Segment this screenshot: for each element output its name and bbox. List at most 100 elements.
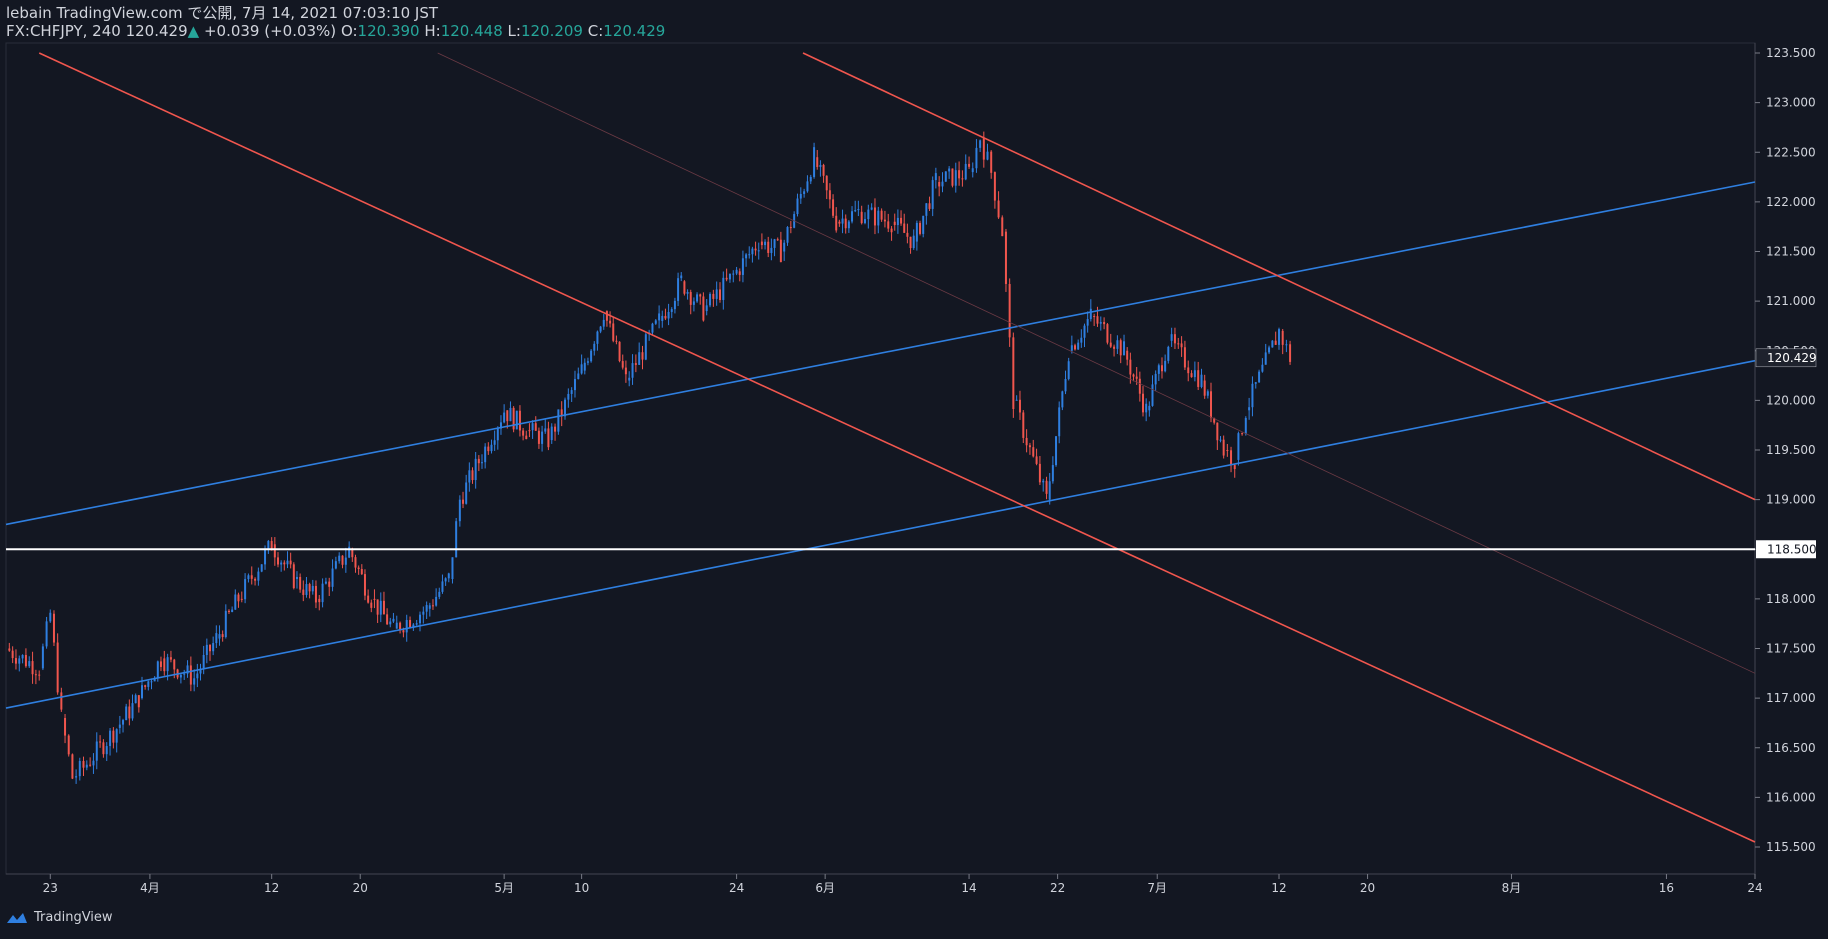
candle-body xyxy=(150,681,153,683)
candle-body xyxy=(854,210,857,212)
candle-body xyxy=(968,163,971,167)
candle-body xyxy=(900,217,903,224)
candle-body xyxy=(144,685,147,687)
y-tick-label: 123.000 xyxy=(1766,96,1816,110)
candle-body xyxy=(78,760,81,777)
candle-body xyxy=(903,223,906,233)
candle-body xyxy=(680,275,683,279)
candle-body xyxy=(105,746,108,755)
candle-body xyxy=(857,208,860,211)
candle-body xyxy=(331,568,334,587)
candle-body xyxy=(770,247,773,253)
candle-body xyxy=(1113,346,1116,349)
candle-body xyxy=(360,569,363,575)
candle-body xyxy=(531,423,534,431)
candle-body xyxy=(173,659,176,670)
candle-body xyxy=(409,619,412,628)
candle-body xyxy=(341,555,344,565)
candle-body xyxy=(838,221,841,224)
candle-body xyxy=(60,692,63,710)
candle-body xyxy=(348,546,351,558)
trendline-3 xyxy=(38,52,1756,843)
candle-body xyxy=(547,428,550,448)
candle-body xyxy=(982,137,985,160)
candle-body xyxy=(931,180,934,209)
candle-body xyxy=(218,634,221,639)
candle-body xyxy=(128,706,131,719)
candle-body xyxy=(166,657,169,672)
candle-body xyxy=(462,499,465,504)
candle-body xyxy=(590,350,593,362)
x-tick-label: 20 xyxy=(1360,881,1375,895)
candle-body xyxy=(234,594,237,610)
candle-body xyxy=(321,583,324,603)
candle-body xyxy=(1138,378,1141,394)
candle-body xyxy=(667,311,670,319)
candle-body xyxy=(373,598,376,600)
candle-body xyxy=(1190,373,1193,378)
candle-body xyxy=(715,289,718,299)
candle-body xyxy=(1135,376,1138,379)
candle-body xyxy=(367,595,370,603)
candle-body xyxy=(809,176,812,182)
candle-body xyxy=(474,458,477,481)
candle-body xyxy=(1258,371,1261,383)
candle-body xyxy=(308,584,311,592)
candle-body xyxy=(909,236,912,249)
candle-body xyxy=(641,352,644,360)
candle-body xyxy=(702,296,705,321)
candle-body xyxy=(31,661,34,675)
candle-body xyxy=(1058,407,1061,437)
tradingview-logo-icon[interactable] xyxy=(6,911,28,925)
candle-body xyxy=(140,685,143,699)
candle-body xyxy=(199,668,202,674)
candle-body xyxy=(631,363,634,378)
candle-body xyxy=(92,760,95,766)
trendline-4 xyxy=(802,52,1756,501)
candle-body xyxy=(767,241,770,253)
y-tick-label: 120.000 xyxy=(1766,393,1816,407)
candle-body xyxy=(125,706,128,721)
candle-body xyxy=(586,361,589,363)
candle-body xyxy=(402,630,405,633)
candle-body xyxy=(1045,480,1048,494)
candle-body xyxy=(776,239,779,241)
candle-body xyxy=(286,560,289,565)
candle-body xyxy=(760,241,763,246)
footer-brand[interactable]: TradingView xyxy=(34,910,113,925)
candle-body xyxy=(757,250,760,252)
candle-body xyxy=(1109,342,1112,347)
candle-body xyxy=(1038,463,1041,483)
y-tick-label: 116.500 xyxy=(1766,741,1816,755)
candle-body xyxy=(1219,439,1222,441)
candle-body xyxy=(564,399,567,417)
candle-body xyxy=(212,643,215,652)
candle-body xyxy=(692,301,695,305)
publish-info: lebain TradingView.com で公開, 7月 14, 2021 … xyxy=(6,4,439,22)
candle-body xyxy=(89,764,92,766)
high-value: 120.448 xyxy=(440,22,503,40)
candle-body xyxy=(295,576,298,580)
candle-body xyxy=(1025,437,1028,446)
candle-body xyxy=(247,575,250,580)
candle-body xyxy=(832,199,835,216)
candle-body xyxy=(1074,345,1077,350)
candle-body xyxy=(975,147,978,169)
close-label: C: xyxy=(587,22,604,40)
candle-body xyxy=(925,203,928,216)
symbol-label: FX:CHFJPY, 240 xyxy=(6,22,121,40)
candle-body xyxy=(1213,417,1216,423)
candle-body xyxy=(41,646,44,669)
candle-body xyxy=(1160,365,1163,372)
candle-body xyxy=(1119,340,1122,356)
y-tick-label: 118.000 xyxy=(1766,592,1816,606)
candle-body xyxy=(938,182,941,187)
candle-body xyxy=(621,361,624,368)
plot-frame xyxy=(5,42,1756,875)
candle-body xyxy=(890,228,893,233)
candle-body xyxy=(1154,373,1157,385)
candle-body xyxy=(224,610,227,638)
candle-body xyxy=(644,334,647,360)
candle-body xyxy=(299,576,302,590)
